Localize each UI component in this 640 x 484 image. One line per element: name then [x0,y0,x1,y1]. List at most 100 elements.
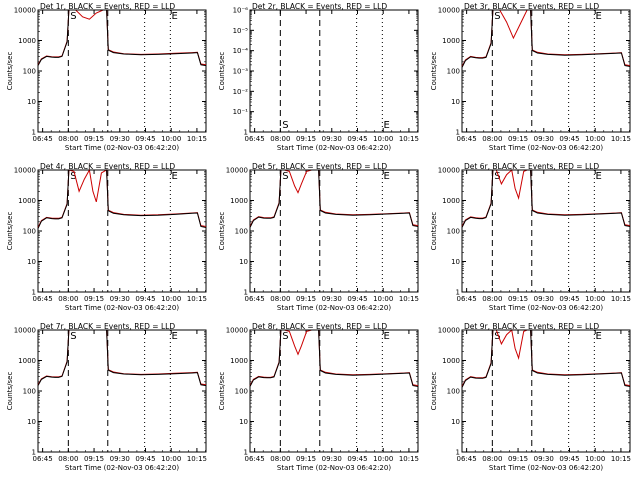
x-tick-label: 09:30 [534,295,554,303]
plot-frame [249,9,419,133]
x-tick-label: 10:00 [585,295,605,303]
series-lld-line [37,168,207,228]
panel-title: Det 6r, BLACK = Events, RED = LLD [464,162,599,171]
x-tick-label: 10:15 [611,295,631,303]
x-tick-label: 08:00 [58,295,78,303]
series-events-line [461,329,631,388]
y-tick-label: 100 [235,388,248,396]
y-tick-label: 10000 [438,167,460,175]
x-tick-label: 09:15 [508,455,528,463]
x-tick-label: 10:00 [161,455,181,463]
marker-e: E [383,331,389,342]
y-tick-label: 1 [456,289,460,297]
series-events-line [249,329,419,387]
y-tick-label: 10000 [226,167,248,175]
y-tick-label: 10000 [14,327,36,335]
panel-det-9: Det 9r, BLACK = Events, RED = LLD 1 10 100 1… [430,322,631,472]
y-axis-label: Counts/sec [218,52,226,91]
y-tick-label: 10 [27,418,36,426]
x-tick-label: 06:45 [33,295,53,303]
series-events-line [249,169,419,228]
x-tick-label: 06:45 [245,455,265,463]
panel-det-7: Det 7r, BLACK = Events, RED = LLD 1 10 100 1… [6,322,207,472]
y-tick-label: 1000 [442,37,460,45]
x-tick-label: 09:45 [347,455,367,463]
y-tick-label: 1000 [18,37,36,45]
series-lld-line [249,329,419,387]
y-tick-label: 100 [447,68,460,76]
plot-frame [249,169,419,293]
x-tick-label: 10:00 [161,295,181,303]
y-tick-label: 1000 [442,197,460,205]
x-tick-label: 08:00 [270,295,290,303]
x-tick-label: 09:15 [508,135,528,143]
series-lld-line [249,169,419,227]
x-tick-label: 08:00 [58,455,78,463]
y-tick-label: 100 [235,228,248,236]
panel-det-5: Det 5r, BLACK = Events, RED = LLD 1 10 100 1… [218,162,419,312]
x-axis-label: Start Time (02-Nov-03 06:42:20) [277,304,391,312]
x-tick-label: 09:45 [559,455,579,463]
x-axis-label: Start Time (02-Nov-03 06:42:20) [489,144,603,152]
y-tick-label: 10 [27,258,36,266]
y-axis-label: Counts/sec [6,52,14,91]
x-tick-label: 10:00 [373,135,393,143]
y-tick-label: 10000 [14,7,36,15]
marker-e: E [595,11,601,22]
marker-e: E [171,331,177,342]
y-tick-label: 10 [451,258,460,266]
y-tick-label: 100 [447,388,460,396]
marker-s: S [282,331,288,342]
series-events-line [37,9,207,67]
panel-title: Det 9r, BLACK = Events, RED = LLD [464,322,599,331]
x-axis-label: Start Time (02-Nov-03 06:42:20) [489,304,603,312]
marker-s: S [70,331,76,342]
x-tick-label: 10:15 [611,135,631,143]
plot-frame [461,169,631,293]
x-tick-label: 10:00 [373,295,393,303]
marker-e: E [595,171,601,182]
panel-title: Det 5r, BLACK = Events, RED = LLD [252,162,387,171]
y-axis-label: Counts/sec [218,212,226,251]
x-tick-label: 10:00 [373,455,393,463]
panel-det-6: Det 6r, BLACK = Events, RED = LLD 1 10 100 1… [430,162,631,312]
x-tick-label: 09:15 [84,295,104,303]
y-axis-label: Counts/sec [430,372,438,411]
x-tick-label: 06:45 [245,295,265,303]
y-tick-label: 10000 [226,327,248,335]
series-lld-line [461,9,631,67]
series-events-line [37,329,207,387]
panel-det-2: Det 2r, BLACK = Events, RED = LLD 1 10⁻¹ 10… [218,2,419,152]
panel-det-8: Det 8r, BLACK = Events, RED = LLD 1 10 100 1… [218,322,419,472]
x-tick-label: 09:15 [84,455,104,463]
marker-s: S [494,171,500,182]
y-tick-label: 10000 [14,167,36,175]
x-axis-label: Start Time (02-Nov-03 06:42:20) [489,464,603,472]
plot-frame [461,9,631,133]
series-events-line [37,169,207,229]
x-tick-label: 10:00 [585,455,605,463]
x-tick-label: 09:30 [322,455,342,463]
panel-det-3: Det 3r, BLACK = Events, RED = LLD 1 10 100 1… [430,2,631,152]
x-tick-label: 06:45 [245,135,265,143]
x-tick-label: 09:45 [347,295,367,303]
marker-s: S [70,11,76,22]
plot-frame [37,329,207,453]
panel-det-4: Det 4r, BLACK = Events, RED = LLD 1 10 100 1… [6,162,207,312]
x-tick-label: 09:15 [296,295,316,303]
x-axis-label: Start Time (02-Nov-03 06:42:20) [277,464,391,472]
x-tick-label: 08:00 [482,295,502,303]
panel-title: Det 8r, BLACK = Events, RED = LLD [252,322,387,331]
x-tick-label: 09:45 [135,295,155,303]
x-tick-label: 06:45 [33,135,53,143]
plot-frame [37,9,207,133]
x-tick-label: 10:15 [399,135,419,143]
x-tick-label: 10:15 [611,455,631,463]
x-tick-label: 09:30 [322,135,342,143]
y-tick-label: 1 [32,129,36,137]
y-tick-label: 1 [32,289,36,297]
marker-e: E [171,11,177,22]
x-axis-label: Start Time (02-Nov-03 06:42:20) [65,464,179,472]
